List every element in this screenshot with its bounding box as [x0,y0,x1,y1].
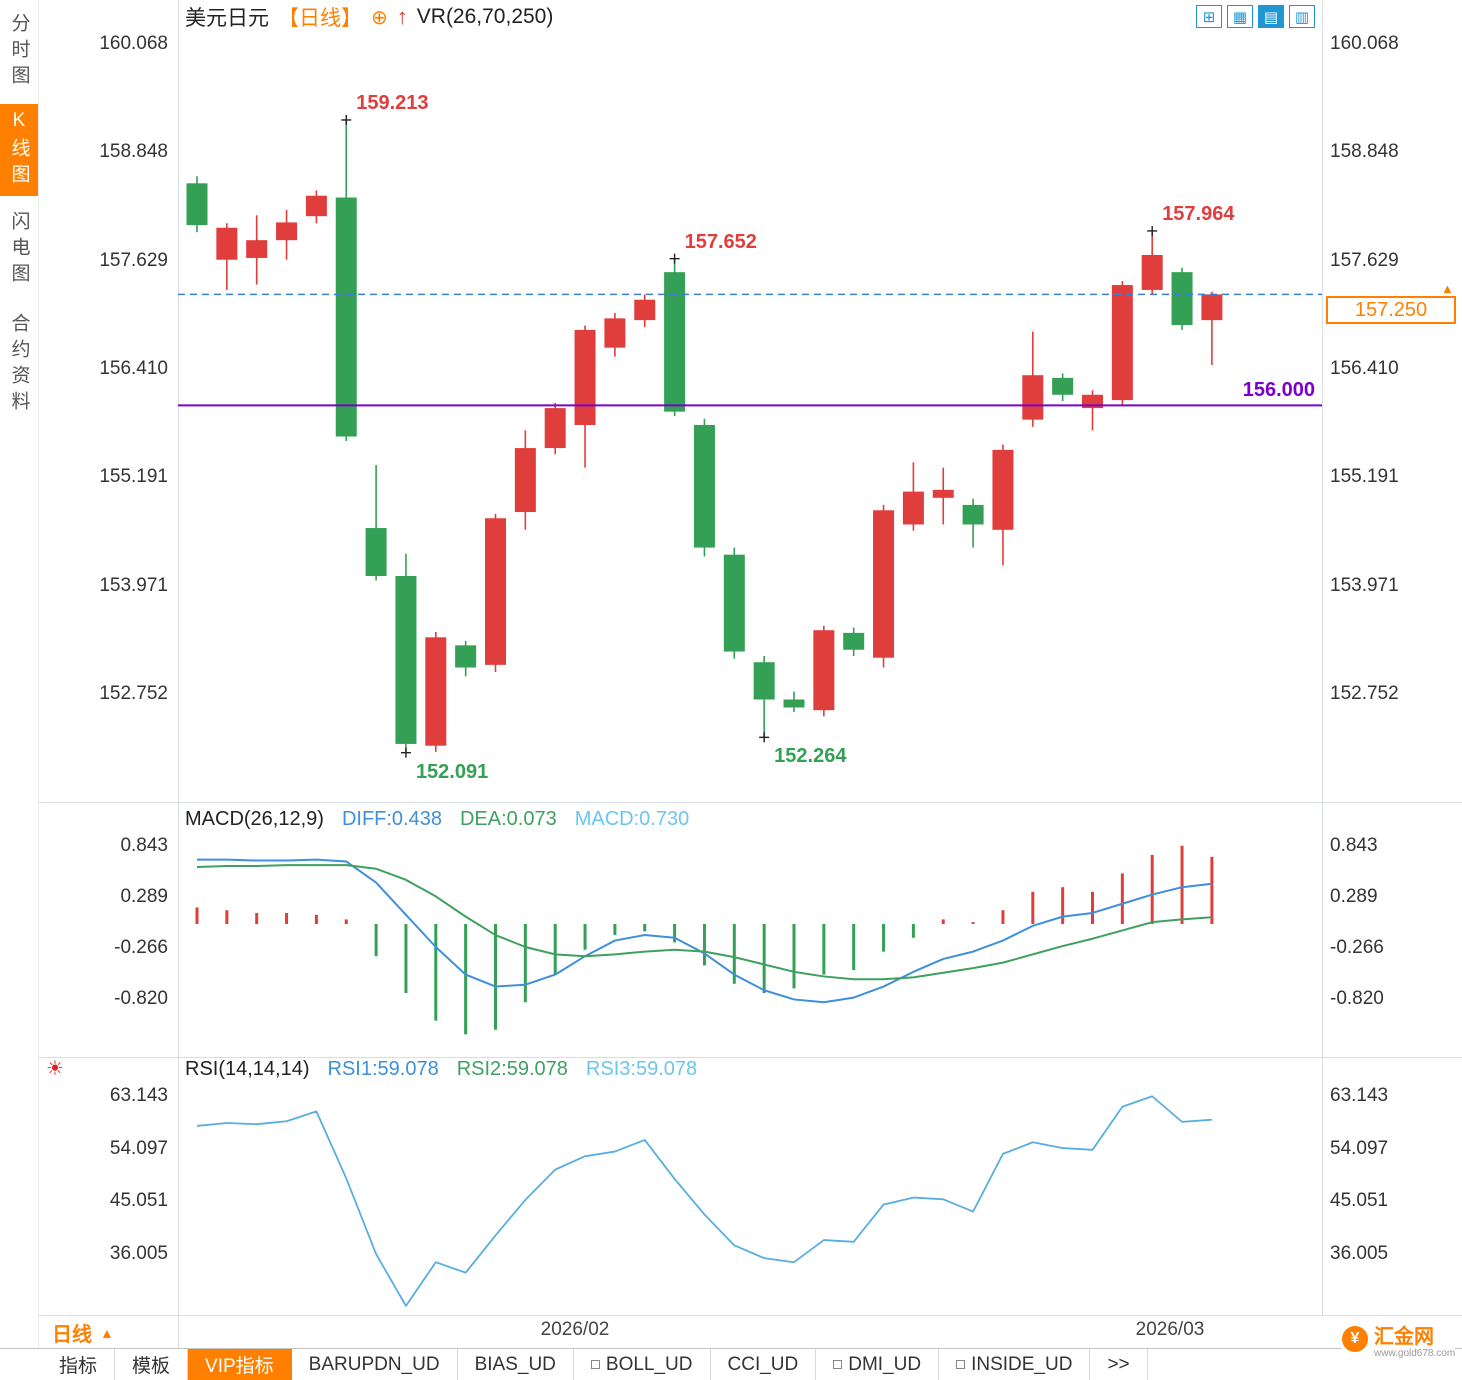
tab-label: CCI_UD [727,1353,799,1375]
tab-label: VIP指标 [205,1356,274,1377]
price-annotation: 157.652 [684,230,757,253]
tab-inside-ud[interactable]: INSIDE_UD [939,1349,1091,1380]
sidebar-item-kline-chart[interactable]: K线图 [0,104,38,196]
y-axis-label: 153.971 [1330,574,1399,596]
tab-label: BIAS_UD [474,1353,556,1375]
tab-more[interactable]: >> [1090,1349,1148,1380]
y-axis-label: 158.848 [1330,141,1399,163]
y-axis-label: 0.843 [1330,835,1378,857]
tab-boll-ud[interactable]: BOLL_UD [574,1349,711,1380]
price-annotation: 152.091 [415,760,489,783]
y-axis-label: -0.266 [114,937,168,959]
add-compare-icon[interactable]: ⊕ [371,6,388,29]
period-selector-label: 日线 [52,1324,92,1346]
watermark-url: www.gold678.com [1374,1348,1456,1359]
bottom-tab-bar: 指标 模板 VIP指标 BARUPDN_UD BIAS_UD BOLL_UD C… [0,1348,1462,1380]
macd-value: MACD:0.730 [574,808,690,830]
tab-label: 模板 [132,1356,171,1377]
rsi3-value: RSI3:59.078 [585,1058,698,1080]
split-window-icon[interactable]: ▥ [1289,5,1315,28]
y-axis-label: 54.097 [1330,1137,1389,1159]
y-axis-label: 54.097 [109,1137,168,1159]
chart-header: 美元日元 【日线】 ⊕ ↑ VR(26,70,250) [185,3,553,31]
price-annotation: 159.213 [356,91,429,114]
x-axis-label: 2026/03 [1135,1319,1205,1340]
window-mark-icon [956,1360,966,1369]
macd-legend: MACD(26,12,9) DIFF:0.438 DEA:0.073 MACD:… [185,808,689,831]
y-axis-label: -0.820 [114,988,168,1010]
window-mark-icon [833,1360,843,1369]
y-axis-label: 160.068 [99,33,168,54]
sidebar-item-contract-info[interactable]: 合约资料 [8,313,30,417]
y-axis-label: 155.191 [99,466,168,488]
tab-barupdn-ud[interactable]: BARUPDN_UD [292,1349,458,1380]
tab-label: INSIDE_UD [971,1353,1073,1375]
y-axis-label: 0.843 [120,835,168,857]
y-axis-label: 156.410 [1330,357,1399,379]
watermark: ¥ 汇金网 www.gold678.com [1342,1326,1456,1359]
rsi-legend: RSI(14,14,14) RSI1:59.078 RSI2:59.078 RS… [185,1058,697,1081]
grid-layout-icon[interactable]: ⊞ [1196,5,1222,28]
tab-label: 指标 [59,1356,98,1377]
y-axis-label: 45.051 [109,1190,168,1212]
y-axis-label: 155.191 [1330,466,1399,488]
sun-icon[interactable]: ☀ [46,1058,64,1080]
triangle-up-icon: ▲ [100,1324,114,1341]
y-axis-label: 45.051 [1330,1190,1389,1212]
macd-diff-value: DIFF:0.438 [341,808,442,830]
tab-label: DMI_UD [848,1353,922,1375]
sidebar-item-flash-chart[interactable]: 闪电图 [8,211,30,289]
kline-panel-icon[interactable]: ▤ [1258,5,1284,28]
tab-bias-ud[interactable]: BIAS_UD [458,1349,574,1380]
tab-label: BOLL_UD [605,1353,693,1375]
price-annotation: 152.264 [774,745,847,768]
watermark-name: 汇金网 [1374,1326,1434,1348]
x-axis-label: 2026/02 [540,1319,610,1340]
symbol-name: 美元日元 [185,7,269,30]
last-price-tag: 157.250 [1326,296,1456,325]
chart-toolbar: ⊞ ▦ ▤ ▥ [1196,5,1315,28]
period-tag: 【日线】 [278,7,362,30]
tab-cci-ud[interactable]: CCI_UD [711,1349,817,1380]
tab-vip-indicators[interactable]: VIP指标 [188,1349,292,1380]
purple-level-label: 156.000 [1242,379,1315,402]
macd-dea-value: DEA:0.073 [459,808,557,830]
y-axis-label: 152.752 [99,682,168,704]
window-mark-icon [590,1360,600,1369]
price-annotation: 157.964 [1162,202,1235,225]
tab-dmi-ud[interactable]: DMI_UD [816,1349,940,1380]
y-axis-label: 158.848 [99,141,168,163]
y-axis-label: 36.005 [1330,1243,1389,1265]
rsi-title: RSI(14,14,14) [185,1058,310,1080]
y-axis-label: 157.629 [1330,249,1399,271]
y-axis-label: 153.971 [99,574,168,596]
y-axis-label: 157.629 [99,249,168,271]
y-axis-label: 36.005 [109,1243,168,1265]
y-axis-label: 63.143 [1330,1085,1389,1106]
y-axis-label: 63.143 [109,1085,168,1106]
tab-label: >> [1107,1353,1130,1375]
huijin-logo-icon: ¥ [1342,1326,1368,1352]
tab-indicators[interactable]: 指标 [42,1349,116,1380]
y-axis-label: 152.752 [1330,682,1399,704]
price-tag-arrow-icon: ▲ [1441,281,1454,297]
macd-title: MACD(26,12,9) [185,808,324,830]
rsi2-value: RSI2:59.078 [456,1058,568,1080]
period-selector[interactable]: 日线 ▲ [52,1318,114,1347]
rsi1-value: RSI1:59.078 [327,1058,439,1080]
y-axis-label: 0.289 [120,886,168,908]
multi-grid-icon[interactable]: ▦ [1227,5,1253,28]
tab-label: BARUPDN_UD [308,1353,440,1375]
y-axis-label: 160.068 [1330,33,1399,54]
y-axis-label: 0.289 [1330,886,1378,908]
tab-templates[interactable]: 模板 [115,1349,189,1380]
sidebar-item-time-chart[interactable]: 分时图 [8,13,30,91]
y-axis-label: -0.266 [1330,937,1384,959]
y-axis-label: 156.410 [99,357,168,379]
y-axis-label: -0.820 [1330,988,1384,1010]
vr-up-arrow-icon: ↑ [396,4,408,29]
overlay-indicator-label: VR(26,70,250) [416,5,554,28]
